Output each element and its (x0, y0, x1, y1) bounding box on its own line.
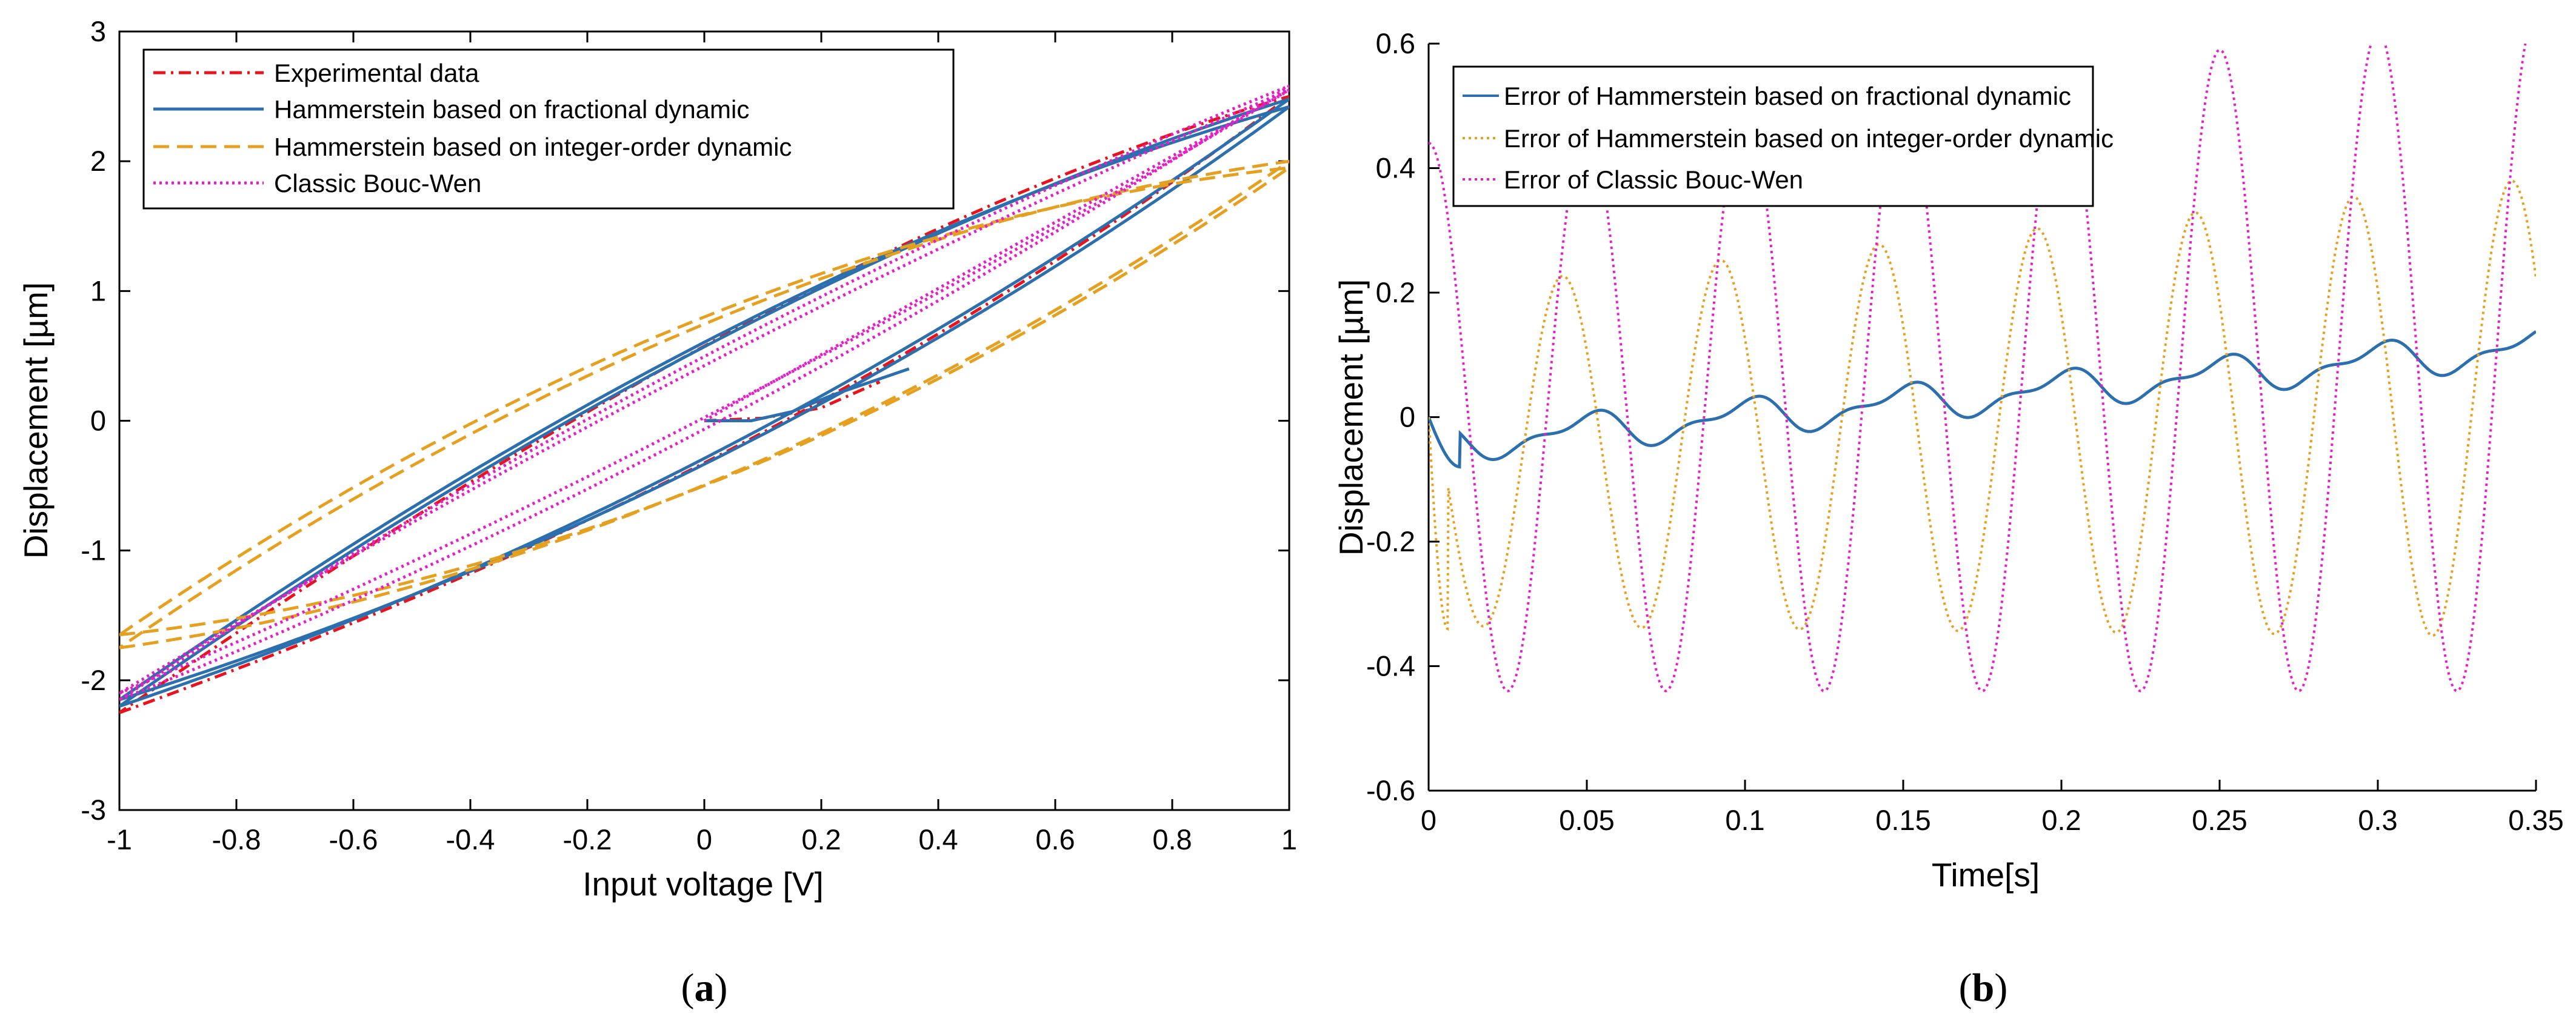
legend-label-integer: Hammerstein based on integer-order dynam… (274, 133, 792, 161)
panel-a-legend-box (142, 48, 955, 210)
panel-b-caption-letter: b (1972, 966, 1995, 1010)
panel-a-legend: Experimental data Hammerstein based on f… (142, 48, 955, 210)
panel-a-x-tick-label: -0.6 (329, 823, 378, 855)
panel-a-x-tick-label: 0.2 (801, 823, 841, 855)
panel-a-x-tick-label: -0.2 (563, 823, 612, 855)
panel-a-series-1-loop-0 (119, 98, 1289, 708)
panel-a-series-3-loop-0 (119, 84, 1289, 702)
panel-b-y-tick-label: 0.4 (1376, 152, 1415, 184)
panel-a-x-tick-label: 1 (1281, 823, 1297, 855)
panel-b-y-tick-labels: -0.6 -0.4 -0.2 0 0.2 0.4 0.6 (1366, 27, 1415, 806)
panel-a-x-tick-labels: -1 -0.8 -0.6 -0.4 -0.2 0 0.2 0.4 0.6 0.8 1 (107, 823, 1297, 855)
panel-a-x-tick-label: 0.4 (918, 823, 958, 855)
panel-a-x-tick-label: 0 (696, 823, 712, 855)
panel-a-y-axis-label: Displacement [µm] (17, 282, 55, 559)
panel-b-x-tick-label: 0.25 (2192, 804, 2247, 836)
panel-a-y-tick-label: 1 (90, 274, 106, 307)
panel-b-y-tick-label: -0.4 (1366, 650, 1415, 682)
panel-b-y-tick-label: 0.6 (1376, 27, 1415, 59)
panel-a-x-tick-label: 0.8 (1152, 823, 1192, 855)
panel-a-series (119, 84, 1290, 714)
panel-a-series-0-loop-0 (119, 95, 1289, 714)
panel-b-x-tick-labels: 0 0.05 0.1 0.15 0.2 0.25 0.3 0.35 (1421, 804, 2564, 836)
panel-b-caption: (b) (1959, 966, 2008, 1010)
panel-a-y-tick-label: -2 (81, 664, 106, 696)
panel-a-series-2-loop-1 (119, 166, 1289, 637)
panel-a-x-axis-label: Input voltage [V] (582, 865, 824, 903)
legend-label-error-fractional: Error of Hammerstein based on fractional… (1504, 82, 2071, 110)
panel-b-x-tick-label: 0.3 (2358, 804, 2397, 836)
panel-b-y-axis-label: Displacement [µm] (1332, 279, 1370, 556)
legend-label-boucwen: Classic Bouc-Wen (274, 169, 481, 198)
panel-b-y-tick-label: 0 (1400, 401, 1415, 433)
panel-a-series-1-loop-1 (119, 105, 1289, 702)
legend-label-fractional: Hammerstein based on fractional dynamic (274, 95, 749, 124)
panel-b-series-0 (1429, 330, 2536, 469)
panel-a-y-tick-labels: -3 -2 -1 0 1 2 3 (81, 15, 106, 826)
legend-label-experimental: Experimental data (274, 59, 479, 87)
legend-label-error-integer: Error of Hammerstein based on integer-or… (1504, 124, 2114, 153)
panel-b-chart: 0 0.05 0.1 0.15 0.2 0.25 0.3 0.35 -0.6 -0.4 -0.2 0… (1332, 27, 2564, 1010)
panel-b-legend-box (1452, 65, 2094, 207)
panel-b-x-tick-label: 0.35 (2508, 804, 2563, 836)
panel-b-series (1429, 44, 2536, 692)
panel-a-y-tick-label: -3 (81, 794, 106, 826)
panel-b-y-tick-label: 0.2 (1376, 276, 1415, 308)
panel-a-y-tick-label: 2 (90, 145, 106, 177)
panel-a-y-tick-label: -1 (81, 534, 106, 566)
panel-a-y-tick-label: 3 (90, 15, 106, 47)
panel-a-x-tick-label: 0.6 (1035, 823, 1075, 855)
panel-a-x-tick-label: -0.4 (446, 823, 495, 855)
legend-label-error-boucwen: Error of Classic Bouc-Wen (1504, 165, 1803, 194)
panel-b-x-tick-label: 0.1 (1725, 804, 1764, 836)
panel-b-x-tick-label: 0.15 (1875, 804, 1930, 836)
panel-b-ticks (1427, 42, 2537, 792)
panel-b-y-tick-label: -0.6 (1366, 774, 1415, 806)
panel-b-legend: Error of Hammerstein based on fractional… (1452, 65, 2114, 207)
panel-b-x-tick-label: 0 (1421, 804, 1436, 836)
panel-a-x-tick-label: -1 (107, 823, 132, 855)
panel-a-caption-letter: a (695, 966, 715, 1010)
panel-a-caption: (a) (681, 966, 728, 1010)
panel-b-x-tick-label: 0.05 (1559, 804, 1614, 836)
panel-b-x-axis-label: Time[s] (1932, 856, 2040, 894)
panel-b-x-tick-label: 0.2 (2041, 804, 2081, 836)
panel-a-x-tick-label: -0.8 (212, 823, 261, 855)
panel-a-y-tick-label: 0 (90, 405, 106, 437)
panel-b-y-tick-label: -0.2 (1366, 525, 1415, 557)
panel-a-chart: -1 -0.8 -0.6 -0.4 -0.2 0 0.2 0.4 0.6 0.8 1 -3 -2 -1 0… (17, 15, 1297, 1010)
panel-a-series-1-initial-curve (704, 367, 910, 422)
